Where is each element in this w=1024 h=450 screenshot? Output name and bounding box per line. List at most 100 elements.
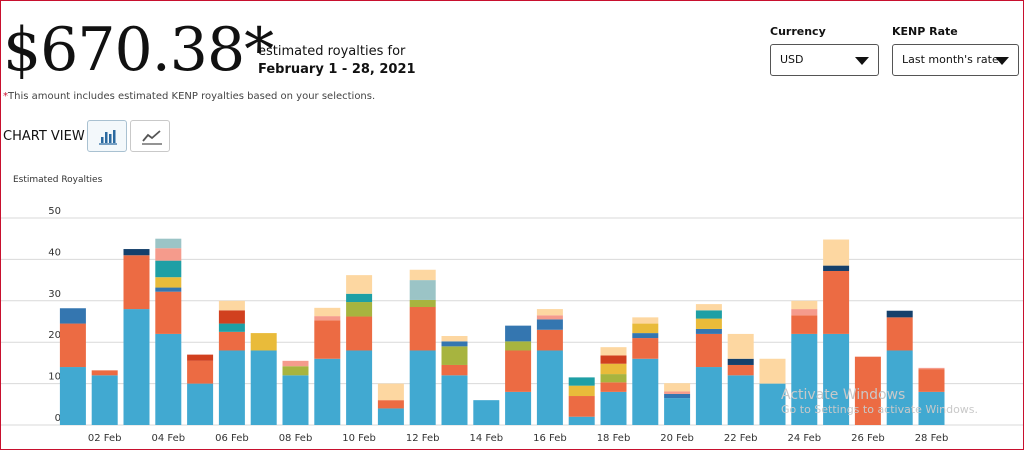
- bar-segment-28-feb[interactable]: [918, 367, 945, 370]
- bar-segment-25-feb[interactable]: [823, 265, 850, 271]
- bar-segment-25-feb[interactable]: [823, 333, 850, 425]
- bar-segment-08-feb[interactable]: [282, 375, 309, 425]
- bar-segment-01-feb[interactable]: [59, 367, 86, 425]
- bar-segment-06-feb[interactable]: [218, 300, 245, 311]
- bar-segment-06-feb[interactable]: [218, 310, 245, 324]
- bar-segment-18-feb[interactable]: [600, 347, 627, 356]
- bar-segment-20-feb[interactable]: [664, 398, 691, 425]
- bar-chart-view-button[interactable]: [87, 120, 127, 152]
- bar-segment-12-feb[interactable]: [409, 307, 436, 351]
- bar-segment-09-feb[interactable]: [314, 307, 341, 317]
- bar-segment-27-feb[interactable]: [886, 317, 913, 351]
- bar-segment-19-feb[interactable]: [632, 317, 659, 324]
- bar-segment-20-feb[interactable]: [664, 393, 691, 399]
- bar-segment-23-feb[interactable]: [759, 383, 786, 425]
- bar-segment-22-feb[interactable]: [727, 358, 754, 365]
- bar-segment-03-feb[interactable]: [123, 309, 150, 425]
- bar-segment-13-feb[interactable]: [441, 341, 468, 347]
- bar-segment-22-feb[interactable]: [727, 364, 754, 376]
- bar-segment-08-feb[interactable]: [282, 360, 309, 367]
- bar-segment-18-feb[interactable]: [600, 391, 627, 425]
- bar-segment-23-feb[interactable]: [759, 358, 786, 384]
- bar-segment-15-feb[interactable]: [505, 391, 532, 425]
- kenp-rate-select[interactable]: Last month's rate: [892, 44, 1019, 76]
- bar-segment-10-feb[interactable]: [346, 293, 373, 303]
- bar-segment-04-feb[interactable]: [155, 260, 182, 278]
- bar-segment-13-feb[interactable]: [441, 375, 468, 425]
- bar-segment-21-feb[interactable]: [695, 328, 722, 334]
- bar-segment-19-feb[interactable]: [632, 358, 659, 425]
- bar-segment-26-feb[interactable]: [854, 356, 881, 425]
- bar-segment-19-feb[interactable]: [632, 323, 659, 334]
- bar-segment-14-feb[interactable]: [473, 400, 500, 425]
- bar-segment-01-feb[interactable]: [59, 323, 86, 368]
- bar-segment-17-feb[interactable]: [568, 396, 595, 417]
- bar-segment-06-feb[interactable]: [218, 350, 245, 425]
- bar-segment-16-feb[interactable]: [536, 309, 563, 316]
- bar-segment-09-feb[interactable]: [314, 320, 341, 359]
- bar-segment-15-feb[interactable]: [505, 325, 532, 342]
- bar-segment-10-feb[interactable]: [346, 302, 373, 317]
- bar-segment-21-feb[interactable]: [695, 310, 722, 319]
- bar-segment-01-feb[interactable]: [59, 308, 86, 324]
- bar-segment-06-feb[interactable]: [218, 323, 245, 332]
- line-chart-view-button[interactable]: [130, 120, 170, 152]
- bar-segment-10-feb[interactable]: [346, 350, 373, 425]
- bar-segment-24-feb[interactable]: [791, 315, 818, 334]
- bar-segment-02-feb[interactable]: [91, 370, 118, 376]
- bar-segment-03-feb[interactable]: [123, 255, 150, 310]
- bar-segment-11-feb[interactable]: [377, 408, 404, 425]
- bar-segment-07-feb[interactable]: [250, 350, 277, 425]
- bar-segment-11-feb[interactable]: [377, 383, 404, 401]
- bar-segment-16-feb[interactable]: [536, 319, 563, 330]
- bar-segment-11-feb[interactable]: [377, 400, 404, 409]
- bar-segment-27-feb[interactable]: [886, 310, 913, 318]
- bar-segment-04-feb[interactable]: [155, 333, 182, 425]
- bar-segment-16-feb[interactable]: [536, 315, 563, 320]
- bar-segment-19-feb[interactable]: [632, 333, 659, 339]
- bar-segment-16-feb[interactable]: [536, 329, 563, 351]
- bar-segment-20-feb[interactable]: [664, 383, 691, 392]
- bar-segment-18-feb[interactable]: [600, 355, 627, 364]
- bar-segment-03-feb[interactable]: [123, 249, 150, 256]
- bar-segment-12-feb[interactable]: [409, 299, 436, 308]
- bar-segment-13-feb[interactable]: [441, 346, 468, 365]
- bar-segment-19-feb[interactable]: [632, 338, 659, 359]
- bar-segment-15-feb[interactable]: [505, 341, 532, 351]
- bar-segment-21-feb[interactable]: [695, 367, 722, 425]
- bar-segment-05-feb[interactable]: [187, 383, 214, 425]
- bar-segment-08-feb[interactable]: [282, 366, 309, 376]
- bar-segment-12-feb[interactable]: [409, 269, 436, 281]
- bar-segment-17-feb[interactable]: [568, 385, 595, 397]
- bar-segment-05-feb[interactable]: [187, 354, 214, 361]
- bar-segment-06-feb[interactable]: [218, 331, 245, 351]
- bar-segment-05-feb[interactable]: [187, 360, 214, 384]
- bar-segment-09-feb[interactable]: [314, 316, 341, 321]
- bar-segment-20-feb[interactable]: [664, 391, 691, 394]
- bar-segment-21-feb[interactable]: [695, 304, 722, 311]
- bar-segment-21-feb[interactable]: [695, 333, 722, 368]
- bar-segment-16-feb[interactable]: [536, 350, 563, 425]
- bar-segment-24-feb[interactable]: [791, 300, 818, 310]
- bar-segment-17-feb[interactable]: [568, 416, 595, 425]
- bar-segment-24-feb[interactable]: [791, 309, 818, 316]
- bar-segment-04-feb[interactable]: [155, 248, 182, 261]
- bar-segment-04-feb[interactable]: [155, 287, 182, 292]
- currency-select[interactable]: USD: [770, 44, 879, 76]
- bar-segment-28-feb[interactable]: [918, 369, 945, 392]
- bar-segment-10-feb[interactable]: [346, 316, 373, 351]
- bar-segment-22-feb[interactable]: [727, 333, 754, 359]
- bar-segment-24-feb[interactable]: [791, 333, 818, 425]
- bar-segment-04-feb[interactable]: [155, 277, 182, 288]
- bar-segment-13-feb[interactable]: [441, 364, 468, 376]
- bar-segment-22-feb[interactable]: [727, 375, 754, 425]
- bar-segment-18-feb[interactable]: [600, 382, 627, 392]
- bar-segment-07-feb[interactable]: [250, 333, 277, 351]
- bar-segment-09-feb[interactable]: [314, 358, 341, 425]
- bar-segment-25-feb[interactable]: [823, 270, 850, 334]
- bar-segment-10-feb[interactable]: [346, 275, 373, 294]
- bar-segment-28-feb[interactable]: [918, 391, 945, 425]
- bar-segment-04-feb[interactable]: [155, 238, 182, 249]
- bar-segment-15-feb[interactable]: [505, 350, 532, 392]
- bar-segment-12-feb[interactable]: [409, 280, 436, 300]
